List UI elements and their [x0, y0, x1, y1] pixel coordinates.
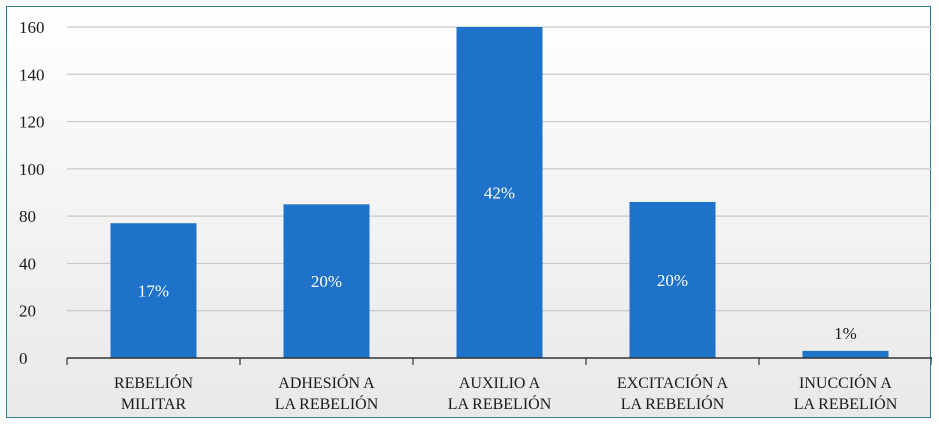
category-label: LA REBELIÓN: [794, 394, 898, 413]
y-tick-label: 0: [19, 349, 28, 368]
y-tick-label: 140: [19, 65, 45, 84]
bars: [110, 27, 889, 358]
bar-chart: 0 20 40 80 100 120 140 160 REBELIÓN MILITAR ADHES…: [19, 18, 932, 413]
category-label: REBELIÓN: [114, 373, 194, 392]
chart-frame: 0 20 40 80 100 120 140 160 REBELIÓN MILITAR ADHES…: [6, 6, 932, 418]
category-label: AUXILIO A: [459, 375, 541, 392]
data-label: 42%: [484, 184, 515, 203]
y-tick-label: 160: [19, 18, 45, 37]
bar: [629, 201, 716, 358]
bar: [802, 350, 889, 358]
y-tick-label: 120: [19, 113, 45, 132]
bar: [456, 27, 543, 358]
category-label: INUCCIÓN A: [799, 373, 892, 392]
data-label: 20%: [657, 271, 688, 290]
bar: [110, 223, 197, 358]
category-label: MILITAR: [121, 396, 187, 413]
data-label: 20%: [311, 272, 342, 291]
category-label: LA REBELIÓN: [448, 394, 552, 413]
data-label: 1%: [834, 324, 857, 343]
category-label: EXCITACIÓN A: [617, 373, 729, 392]
y-tick-label: 100: [19, 160, 45, 179]
category-label: LA REBELIÓN: [275, 394, 379, 413]
data-label: 17%: [138, 282, 169, 301]
x-axis: [66, 357, 932, 365]
category-label: LA REBELIÓN: [621, 394, 725, 413]
data-labels: 17% 20% 42% 20% 1%: [138, 184, 857, 343]
y-tick-label: 20: [19, 302, 36, 321]
category-labels: REBELIÓN MILITAR ADHESIÓN A LA REBELIÓN AUXI…: [114, 373, 898, 413]
bar: [283, 204, 370, 358]
y-tick-label: 80: [19, 207, 36, 226]
y-axis-ticks: 0 20 40 80 100 120 140 160: [19, 18, 45, 368]
category-label: ADHESIÓN A: [278, 373, 375, 392]
y-tick-label: 40: [19, 254, 36, 273]
